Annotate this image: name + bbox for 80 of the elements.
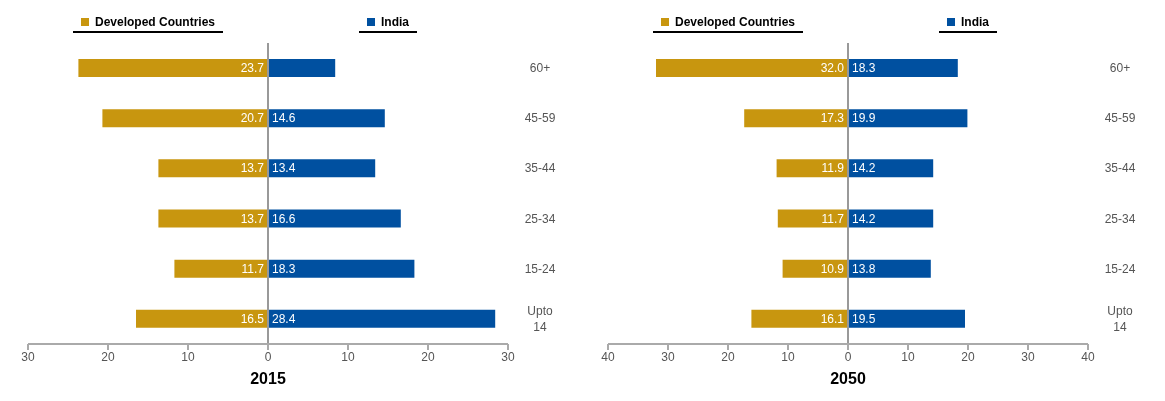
y-tick-label: 15-24 [1104,261,1136,276]
bar [268,209,401,228]
bar [744,109,848,128]
bar [656,59,848,77]
y-tick-label: 45-59 [524,111,556,126]
bar [174,259,268,278]
bar [268,59,336,77]
y-tick-label: 25-34 [524,211,556,226]
bar [78,59,268,77]
data-label: 14.2 [852,211,876,226]
bar [136,309,268,328]
x-tick-label: 20 [101,349,115,364]
bar [268,259,415,278]
data-label: 13.7 [240,161,265,176]
bar [268,309,496,328]
legend-label: India [358,15,417,33]
bar [776,159,848,178]
x-tick-label: 30 [661,349,675,364]
data-label: 16.1 [820,311,845,326]
data-label: 18.3 [272,261,296,276]
x-tick-label: 0 [844,349,852,364]
legend-label: Developed Countries [72,15,224,33]
y-tick-label: 35-44 [1104,161,1136,176]
data-label: 19.9 [852,111,876,126]
bar [777,209,848,228]
bar [848,109,968,128]
data-label: 10.9 [820,261,845,276]
x-tick-label: 10 [781,349,795,364]
bar [102,109,268,128]
data-label: 19.5 [852,311,876,326]
bar [848,209,934,228]
bar [268,109,385,128]
x-tick-label: 10 [341,349,355,364]
data-label: 11.7 [821,211,845,226]
data-label: 14.2 [852,161,876,176]
x-tick-label: 0 [264,349,272,364]
x-axis-title: 2015 [249,370,287,388]
y-tick-label: 45-59 [1104,111,1136,126]
data-label: 14.6 [272,111,296,126]
data-label: 18.3 [852,61,876,75]
bar [848,159,934,178]
data-label: 13.8 [852,261,876,276]
data-label: 16.5 [240,311,265,326]
bar [158,209,268,228]
data-label: 20.7 [240,111,265,126]
legend-label: Developed Countries [652,15,804,33]
bar [848,259,931,278]
x-tick-label: 20 [721,349,735,364]
x-axis-title: 2050 [829,370,867,388]
bar [848,309,965,328]
y-tick-label: 15-24 [524,261,556,276]
data-label: 13.4 [272,161,296,176]
x-tick-label: 10 [181,349,195,364]
x-tick-label: 10 [901,349,915,364]
bar [268,159,376,178]
x-tick-label: 30 [21,349,35,364]
y-tick-label: Upto 14 [1107,303,1133,334]
x-tick-label: 40 [1081,349,1095,364]
data-label: 11.9 [821,161,845,176]
x-tick-label: 40 [601,349,615,364]
data-label: 16.6 [272,211,296,226]
x-tick-label: 30 [501,349,515,364]
legend-label: India [938,15,997,33]
data-label: 17.3 [820,111,845,126]
y-tick-label: 35-44 [524,161,556,176]
y-tick-label: 60+ [1109,61,1131,76]
data-label: 13.7 [240,211,265,226]
bar [158,159,268,178]
data-label: 11.7 [241,261,265,276]
y-tick-label: Upto 14 [527,303,553,334]
data-label: 32.0 [820,61,845,75]
x-tick-label: 20 [961,349,975,364]
bar [751,309,848,328]
x-tick-label: 30 [1021,349,1035,364]
y-tick-label: 25-34 [1104,211,1136,226]
data-label: 23.7 [240,61,265,75]
data-label: 28.4 [272,311,296,326]
bar [848,59,958,77]
x-tick-label: 20 [421,349,435,364]
y-tick-label: 60+ [529,61,551,76]
